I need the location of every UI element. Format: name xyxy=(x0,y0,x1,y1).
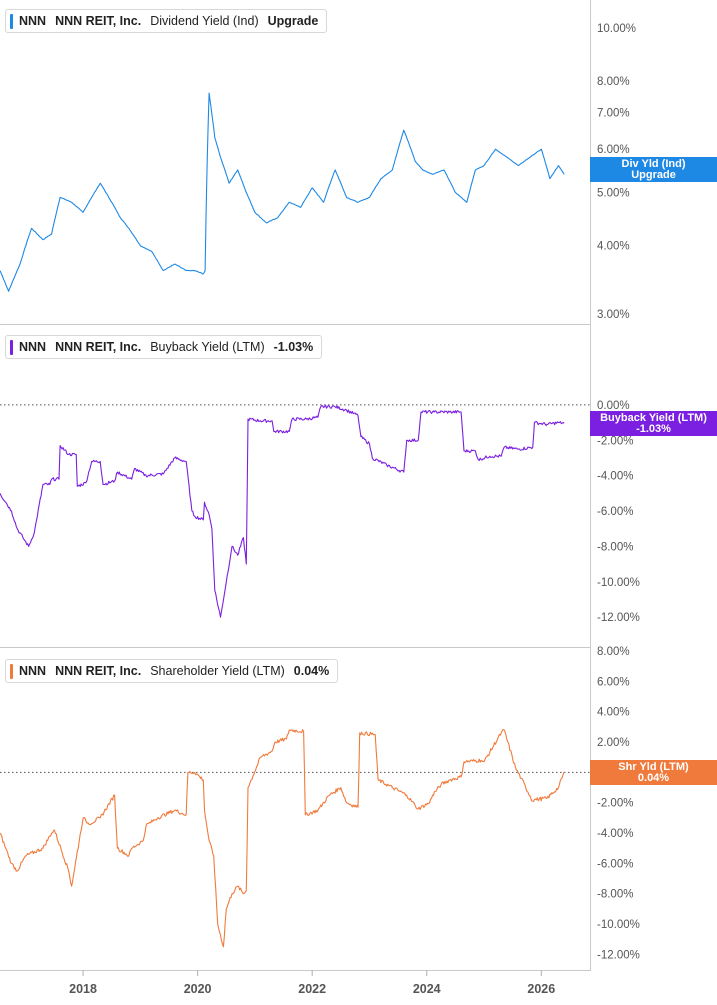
x-tick-label: 2024 xyxy=(413,982,441,996)
y-tick-label: -12.00% xyxy=(597,949,640,961)
y-tick-label: -2.00% xyxy=(597,798,633,810)
legend-company: NNN REIT, Inc. xyxy=(55,14,142,28)
y-tick-label: 0.00% xyxy=(597,400,630,412)
y-tick-label: -8.00% xyxy=(597,889,633,901)
y-tick-label: -8.00% xyxy=(597,541,633,553)
legend-ticker: NNN xyxy=(19,664,47,678)
y-tick-label: -4.00% xyxy=(597,471,633,483)
series-color-swatch xyxy=(10,339,13,355)
end-value-tag-buyback: Buyback Yield (LTM) -1.03% xyxy=(590,411,717,436)
y-tick-label: -6.00% xyxy=(597,858,633,870)
panel-buyback-yield: 0.00% -2.00% -4.00% -6.00% -8.00% -10.00% -12.… xyxy=(0,400,640,624)
tag-label: Buyback Yield (LTM) xyxy=(600,411,707,424)
x-tick-label: 2020 xyxy=(184,982,212,996)
y-tick-label: -4.00% xyxy=(597,828,633,840)
y-tick-label: -12.00% xyxy=(597,612,640,624)
series-color-swatch xyxy=(10,663,13,679)
tag-label: Div Yld (Ind) xyxy=(621,157,686,170)
y-tick-label: -2.00% xyxy=(597,435,633,447)
tag-value: Upgrade xyxy=(631,168,676,181)
x-tick-label: 2022 xyxy=(298,982,326,996)
tag-value: -1.03% xyxy=(636,422,671,435)
y-tick-label: 10.00% xyxy=(597,23,636,35)
legend-value: -1.03% xyxy=(273,340,314,354)
panel-dividend-yield: 10.00% 8.00% 7.00% 6.00% 5.00% 4.00% 3.00% xyxy=(0,23,636,321)
legend-company: NNN REIT, Inc. xyxy=(55,664,142,678)
y-tick-label: 8.00% xyxy=(597,76,630,88)
legend-dividend-yield: NNN NNN REIT, Inc. Dividend Yield (Ind) … xyxy=(5,9,328,33)
series-line-buyback-yield xyxy=(0,404,565,618)
legend-value: 0.04% xyxy=(293,664,330,678)
x-tick-label: 2018 xyxy=(69,982,97,996)
legend-company: NNN REIT, Inc. xyxy=(55,340,142,354)
y-tick-label: -10.00% xyxy=(597,919,640,931)
end-value-tag-shareholder: Shr Yld (LTM) 0.04% xyxy=(590,760,717,785)
y-tick-label: -6.00% xyxy=(597,506,633,518)
y-tick-label: 6.00% xyxy=(597,144,630,156)
y-tick-label: 6.00% xyxy=(597,676,630,688)
series-color-swatch xyxy=(10,13,13,29)
legend-buyback-yield: NNN NNN REIT, Inc. Buyback Yield (LTM) -… xyxy=(5,335,323,359)
legend-shareholder-yield: NNN NNN REIT, Inc. Shareholder Yield (LT… xyxy=(5,659,339,683)
legend-ticker: NNN xyxy=(19,340,47,354)
series-line-dividend-yield xyxy=(0,92,565,292)
y-tick-label: -10.00% xyxy=(597,577,640,589)
tag-value: 0.04% xyxy=(637,771,670,784)
legend-value: Upgrade xyxy=(267,14,319,28)
legend-metric: Dividend Yield (Ind) xyxy=(150,14,259,28)
y-tick-label: 4.00% xyxy=(597,241,630,253)
series-line-shareholder-yield xyxy=(0,728,565,948)
x-tick-label: 2026 xyxy=(527,982,555,996)
y-tick-label: 5.00% xyxy=(597,188,630,200)
end-value-tag-dividend: Div Yld (Ind) Upgrade xyxy=(590,157,717,182)
y-tick-label: 3.00% xyxy=(597,309,630,321)
panels-layer: 10.00% 8.00% 7.00% 6.00% 5.00% 4.00% 3.00% 0.00… xyxy=(0,23,640,961)
legend-metric: Shareholder Yield (LTM) xyxy=(150,664,285,678)
tag-label: Shr Yld (LTM) xyxy=(618,760,689,773)
panel-separators xyxy=(0,0,591,971)
y-tick-label: 7.00% xyxy=(597,108,630,120)
x-axis: 2018 2020 2022 2024 2026 xyxy=(69,970,555,996)
y-tick-label: 4.00% xyxy=(597,707,630,719)
y-tick-label: 8.00% xyxy=(597,646,630,658)
legend-metric: Buyback Yield (LTM) xyxy=(150,340,265,354)
legend-ticker: NNN xyxy=(19,14,47,28)
panel-shareholder-yield: 8.00%6.00%4.00%2.00%0.00%-2.00%-4.00%-6.… xyxy=(0,646,640,961)
y-tick-label: 2.00% xyxy=(597,737,630,749)
